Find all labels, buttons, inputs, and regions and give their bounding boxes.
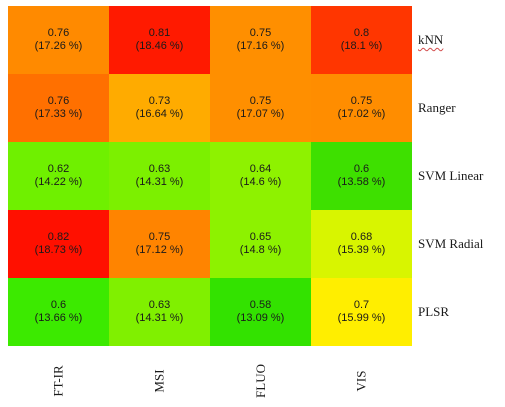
heatmap-cell: 0.58 (13.09 %) [210, 278, 311, 346]
cell-value-label: 0.76 [47, 27, 70, 39]
column-label: MSI [151, 369, 167, 393]
cell-value-label: 0.73 [148, 95, 171, 107]
row-label: SVM Radial [418, 236, 484, 251]
cell-value-label: 0.6 [50, 299, 67, 311]
cell-value-label: 0.64 [249, 163, 272, 175]
cell-percent-label: (14.6 %) [239, 176, 282, 188]
cell-value-label: 0.75 [249, 95, 272, 107]
cell-percent-label: (14.8 %) [239, 244, 282, 256]
cell-value-label: 0.6 [353, 163, 370, 175]
cell-percent-label: (14.31 %) [135, 176, 184, 188]
cell-value-label: 0.62 [47, 163, 70, 175]
heatmap-cell: 0.76 (17.33 %) [8, 74, 109, 142]
cell-percent-label: (17.16 %) [236, 40, 285, 52]
cell-value-label: 0.63 [148, 299, 171, 311]
heatmap-cell: 0.63 (14.31 %) [109, 278, 210, 346]
heatmap-cell: 0.81 (18.46 %) [109, 6, 210, 74]
cell-percent-label: (15.99 %) [337, 312, 386, 324]
heatmap-cell: 0.75 (17.02 %) [311, 74, 412, 142]
cell-percent-label: (17.12 %) [135, 244, 184, 256]
heatmap-cell: 0.68 (15.39 %) [311, 210, 412, 278]
heatmap-cell: 0.63 (14.31 %) [109, 142, 210, 210]
row-label: Ranger [418, 100, 456, 115]
cell-value-label: 0.76 [47, 95, 70, 107]
cell-value-label: 0.75 [249, 27, 272, 39]
cell-value-label: 0.68 [350, 231, 373, 243]
cell-percent-label: (18.46 %) [135, 40, 184, 52]
heatmap-cell: 0.8 (18.1 %) [311, 6, 412, 74]
heatmap-cell: 0.76 (17.26 %) [8, 6, 109, 74]
cell-percent-label: (17.33 %) [34, 108, 83, 120]
heatmap-cell: 0.73 (16.64 %) [109, 74, 210, 142]
cell-percent-label: (14.22 %) [34, 176, 83, 188]
cell-value-label: 0.65 [249, 231, 272, 243]
heatmap-cell: 0.64 (14.6 %) [210, 142, 311, 210]
cell-percent-label: (13.66 %) [34, 312, 83, 324]
cell-percent-label: (16.64 %) [135, 108, 184, 120]
heatmap-cell: 0.62 (14.22 %) [8, 142, 109, 210]
cell-value-label: 0.81 [148, 27, 171, 39]
cell-value-label: 0.75 [350, 95, 373, 107]
column-label: FT-IR [50, 365, 66, 397]
cell-value-label: 0.63 [148, 163, 171, 175]
row-label: PLSR [418, 304, 450, 319]
cell-value-label: 0.58 [249, 299, 272, 311]
row-label: SVM Linear [418, 168, 484, 183]
row-label: kNN [418, 32, 444, 47]
cell-percent-label: (14.31 %) [135, 312, 184, 324]
cell-percent-label: (17.26 %) [34, 40, 83, 52]
cell-percent-label: (13.58 %) [337, 176, 386, 188]
cell-percent-label: (18.1 %) [340, 40, 383, 52]
heatmap-cell: 0.65 (14.8 %) [210, 210, 311, 278]
heatmap-cell: 0.7 (15.99 %) [311, 278, 412, 346]
cell-value-label: 0.82 [47, 231, 70, 243]
cell-value-label: 0.8 [353, 27, 370, 39]
column-label: VIS [353, 370, 369, 392]
column-label: FLUO [252, 364, 268, 398]
cell-percent-label: (15.39 %) [337, 244, 386, 256]
cell-percent-label: (18.73 %) [34, 244, 83, 256]
cell-value-label: 0.7 [353, 299, 370, 311]
cell-percent-label: (17.07 %) [236, 108, 285, 120]
heatmap-cell: 0.82 (18.73 %) [8, 210, 109, 278]
cell-percent-label: (17.02 %) [337, 108, 386, 120]
cell-value-label: 0.75 [148, 231, 171, 243]
heatmap-cell: 0.75 (17.16 %) [210, 6, 311, 74]
cell-percent-label: (13.09 %) [236, 312, 285, 324]
heatmap-cell: 0.75 (17.07 %) [210, 74, 311, 142]
heatmap-cell: 0.6 (13.58 %) [311, 142, 412, 210]
heatmap-cell: 0.75 (17.12 %) [109, 210, 210, 278]
heatmap-cell: 0.6 (13.66 %) [8, 278, 109, 346]
